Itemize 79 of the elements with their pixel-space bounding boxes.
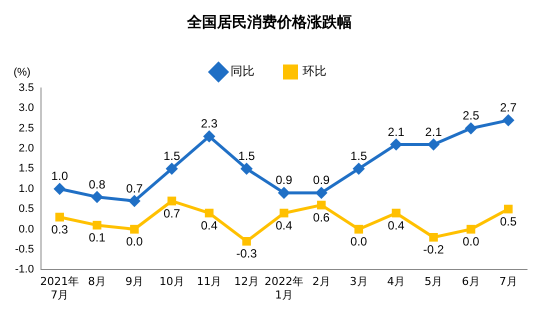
data-label: 0.0 <box>350 234 368 249</box>
y-tick-label: 0.5 <box>18 203 34 216</box>
y-tick-label: 1.5 <box>18 162 34 175</box>
data-label: -0.3 <box>236 246 258 261</box>
point <box>429 232 438 242</box>
data-label: -0.2 <box>423 242 444 257</box>
point <box>502 114 514 126</box>
data-label: 0.0 <box>462 234 480 249</box>
x-tick-label: 2021年 7月 <box>40 275 80 302</box>
point <box>465 122 476 134</box>
data-label: 0.4 <box>388 218 405 232</box>
y-tick-label: 3.0 <box>18 102 34 114</box>
data-label: 2.5 <box>462 108 480 123</box>
data-label: 2.1 <box>425 124 442 139</box>
point <box>316 187 327 198</box>
y-tick-label: 3.5 <box>18 82 34 94</box>
point <box>390 139 402 150</box>
data-label: 1.0 <box>51 169 68 184</box>
x-tick-label: 2022年 1月 <box>264 275 304 302</box>
y-tick-label: -1.0 <box>14 264 34 276</box>
data-label: 0.1 <box>88 230 106 245</box>
point <box>55 212 64 222</box>
x-tick-label: 8月 <box>88 275 106 288</box>
data-label: 2.7 <box>500 100 517 115</box>
data-label: 0.8 <box>88 177 106 192</box>
y-tick-label: 2.5 <box>18 122 34 134</box>
chart-title: 全国居民消费价格涨跌幅 <box>186 12 352 31</box>
data-label: 1.5 <box>163 149 180 164</box>
x-tick-label: 7月 <box>499 275 518 288</box>
point <box>166 163 178 174</box>
legend-label: 同比 <box>230 64 254 78</box>
data-label: 0.0 <box>126 234 144 249</box>
point <box>280 208 288 218</box>
data-label: 0.6 <box>313 210 330 224</box>
point <box>242 237 251 246</box>
y-tick-label: 2.0 <box>18 142 34 155</box>
data-label: 0.4 <box>200 218 218 232</box>
data-label: 1.5 <box>238 149 256 164</box>
x-tick-label: 4月 <box>387 275 406 288</box>
y-tick-label: -0.5 <box>14 243 34 256</box>
y-axis-title: (%) <box>13 66 31 79</box>
data-label: 1.5 <box>350 149 368 164</box>
x-tick-label: 9月 <box>125 275 144 288</box>
point <box>353 163 364 174</box>
point <box>428 139 440 150</box>
point <box>466 224 476 234</box>
data-label: 0.9 <box>313 173 330 188</box>
point <box>241 163 252 174</box>
point <box>204 208 214 218</box>
y-tick-label: 1.0 <box>18 182 34 195</box>
point <box>128 195 140 206</box>
legend-label: 环比 <box>302 64 326 78</box>
point <box>317 200 326 210</box>
data-label: 0.7 <box>163 206 180 220</box>
x-tick-label: 11月 <box>196 275 222 288</box>
x-tick-label: 12月 <box>234 275 260 288</box>
data-label: 0.4 <box>276 218 293 232</box>
data-label: 2.3 <box>200 116 218 131</box>
data-label: 0.9 <box>276 173 293 188</box>
data-label: 0.5 <box>500 214 517 228</box>
data-label: 2.1 <box>388 124 405 139</box>
x-tick-label: 6月 <box>462 275 480 288</box>
x-tick-label: 2月 <box>312 275 330 288</box>
point <box>167 196 176 206</box>
y-tick-label: 0.0 <box>18 223 34 236</box>
point <box>504 204 513 214</box>
point <box>92 220 102 230</box>
x-tick-label: 3月 <box>350 275 368 288</box>
x-tick-label: 5月 <box>424 275 443 288</box>
data-label: 0.3 <box>51 222 68 236</box>
point <box>130 224 139 234</box>
point <box>392 208 400 218</box>
point <box>204 130 215 142</box>
point <box>278 187 290 198</box>
x-tick-label: 10月 <box>159 275 184 288</box>
point <box>54 183 66 194</box>
point <box>354 224 364 234</box>
data-label: 0.7 <box>126 181 144 196</box>
point <box>92 191 103 202</box>
